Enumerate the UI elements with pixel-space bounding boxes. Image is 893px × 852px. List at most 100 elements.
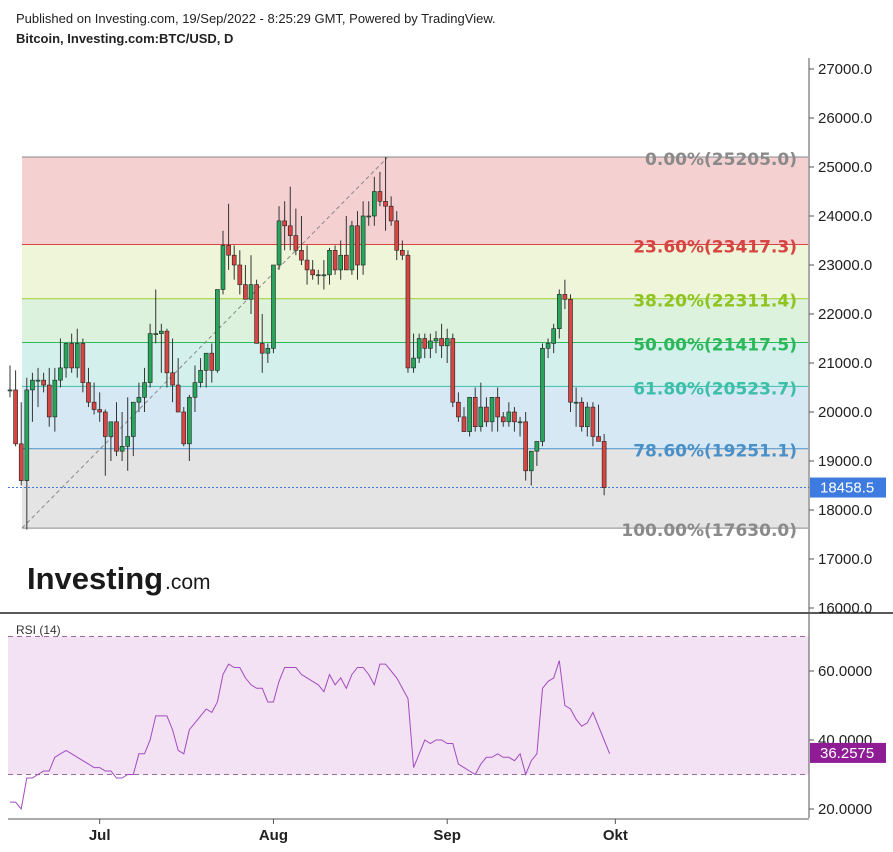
price-axis-ticks: 27000.0 26000.0 25000.0 24000.0 23000.0 22000… [809,61,872,617]
fib-trend-line [21,156,389,529]
candle [108,421,114,461]
candle [450,333,456,408]
candle [125,397,131,471]
candle [287,186,293,251]
fib-band-4 [22,386,808,449]
candle [315,269,321,285]
candle [248,255,254,314]
candle [349,220,355,275]
fib-lines [22,156,808,529]
price-tag-bg [810,477,886,498]
candle [164,328,170,388]
candle [355,211,360,280]
rsi-line [10,660,611,811]
candle [86,367,91,408]
candle [388,196,394,226]
candle [332,245,338,275]
candle [7,365,13,398]
candle [528,450,534,486]
candle [259,314,265,373]
price-tick-label: 23000.0 [818,257,872,274]
candle [203,352,209,388]
logo-suffix: .com [165,571,211,594]
candle [383,157,388,231]
candle [456,392,461,422]
candle [136,382,142,412]
price-tick-label: 19000.0 [818,453,872,470]
candle [400,240,405,261]
price-tick-label: 25000.0 [818,159,872,176]
candle [293,208,299,256]
candle [74,328,80,378]
candle [394,211,400,261]
candle [63,343,69,378]
candle [243,265,248,300]
last-rsi-tag: 36.2575 [810,742,886,763]
time-tick-label: Jul [89,827,111,844]
candle [24,377,30,530]
price-tick-label: 18000.0 [818,502,872,519]
candle [80,338,86,393]
candle [97,392,102,422]
time-axis-ticks: Jul Aug Sep Okt [89,819,628,844]
candle [220,230,226,295]
candle [192,365,198,412]
candle [147,323,153,388]
time-tick-label: Sep [433,827,461,844]
candle [187,394,192,461]
rsi-tick-label: 20.0000 [818,801,872,818]
candle [596,404,601,442]
candle [153,289,159,344]
candle [170,338,175,403]
candle [601,434,607,496]
investing-logo: Investing .com [27,561,211,596]
candle [433,331,439,354]
candle [181,407,187,447]
rsi-tag-label: 36.2575 [820,745,874,762]
candle [422,333,428,359]
candle [271,264,276,354]
candle [102,409,108,476]
candle [254,279,259,344]
candle [198,358,203,388]
price-tick-label: 17000.0 [818,551,872,568]
candle [327,247,332,285]
fib-label-3: 50.00%(21417.5) [633,336,797,356]
candle [562,279,568,310]
candle [517,416,523,437]
published-note: Published on Investing.com, 19/Sep/2022 … [16,11,496,26]
candle [472,387,478,432]
candle [461,407,467,432]
candle [534,441,540,466]
candle [444,328,450,363]
price-tick-label: 22000.0 [818,306,872,323]
candle [237,250,243,295]
candle [304,245,310,285]
candle [265,343,271,363]
candle [500,412,506,427]
fib-label-0: 0.00%(25205.0) [645,150,797,170]
candle [372,176,377,226]
candle [299,216,304,265]
time-tick-label: Aug [259,827,288,844]
candle [175,358,181,413]
candle [69,333,74,373]
candle [556,289,562,339]
candle [416,333,422,363]
candle [58,338,63,388]
candle [568,294,573,412]
price-tick-label: 21000.0 [818,355,872,372]
fib-band-0 [22,156,808,245]
candle [590,402,596,447]
candle [484,397,489,427]
candle [209,343,215,383]
rsi-tick-label: 60.0000 [818,663,872,680]
candle [512,407,517,432]
candle [52,367,58,432]
candle [585,402,590,437]
candle [551,323,556,354]
candle [338,240,343,280]
candle [46,367,52,427]
